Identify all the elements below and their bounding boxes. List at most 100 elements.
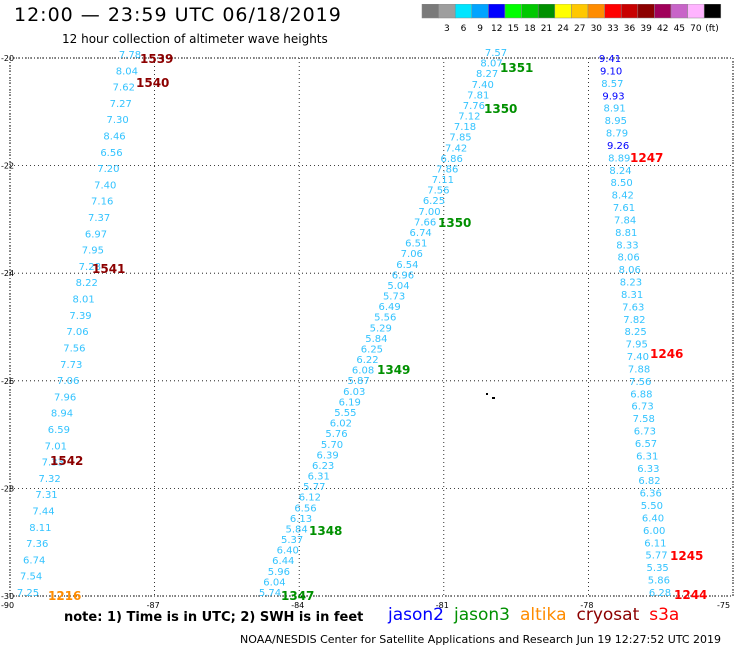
wave-height-value: 6.44 — [272, 556, 294, 567]
lon-label: -90 — [1, 601, 14, 610]
satellite-legend-cryosat: cryosat — [576, 605, 640, 625]
wave-height-value: 6.86 — [441, 154, 463, 165]
wave-height-value: 5.04 — [387, 281, 409, 292]
pass-time-label: 1540 — [136, 76, 169, 90]
wave-height-value: 7.85 — [449, 133, 471, 144]
wave-height-value: 6.12 — [299, 493, 321, 504]
wave-height-value: 7.84 — [614, 215, 636, 226]
wave-height-value: 5.29 — [370, 323, 392, 334]
wave-height-value: 8.06 — [617, 253, 639, 264]
lat-label: -30 — [1, 592, 14, 601]
wave-height-value: 8.22 — [76, 278, 98, 289]
wave-height-value: 5.73 — [383, 292, 405, 303]
wave-height-value: 5.96 — [268, 567, 290, 578]
wave-height-value: 6.31 — [308, 472, 330, 483]
wave-height-value: 6.13 — [290, 514, 312, 525]
wave-height-value: 7.40 — [472, 80, 494, 91]
pass-time-label: 1246 — [650, 347, 683, 361]
satellite-legend: jason2 jason3 altika cryosat s3a — [388, 605, 689, 625]
wave-height-value: 9.10 — [600, 66, 622, 77]
color-scale-legend: 3 6 9 12 15 18 21 24 27 30 33 36 39 42 45 70 (ft) — [421, 4, 722, 34]
wave-height-value: 7.78 — [119, 50, 141, 61]
wave-height-value: 8.46 — [103, 132, 125, 143]
wave-height-value: 7.25 — [17, 588, 39, 599]
wave-height-value: 8.81 — [615, 228, 637, 239]
lat-label: -26 — [1, 377, 14, 386]
wave-height-value: 5.55 — [334, 408, 356, 419]
wave-height-value: 8.11 — [29, 523, 51, 534]
wave-height-value: 6.82 — [638, 476, 660, 487]
wave-height-value: 6.23 — [312, 461, 334, 472]
wave-height-value: 7.88 — [628, 364, 650, 375]
wave-height-value: 7.18 — [454, 122, 476, 133]
wave-height-value: 5.74 — [259, 588, 281, 599]
wave-height-value: 8.04 — [116, 66, 138, 77]
pass-time-label: 1350 — [438, 216, 471, 230]
wave-height-value: 6.19 — [339, 397, 361, 408]
wave-height-value: 6.73 — [631, 402, 653, 413]
scale-unit: (ft) — [705, 24, 719, 34]
island-mark — [486, 393, 488, 395]
wave-height-value: 9.93 — [602, 91, 624, 102]
pass-time-label: 1244 — [674, 588, 707, 602]
wave-height-value: 7.36 — [26, 539, 48, 550]
pass-time-label: 1245 — [670, 549, 703, 563]
wave-height-value: 6.49 — [379, 302, 401, 313]
wave-height-value: 6.73 — [634, 427, 656, 438]
wave-height-value: 7.44 — [32, 506, 54, 517]
wave-height-value: 7.40 — [94, 180, 116, 191]
wave-height-value: 7.61 — [613, 203, 635, 214]
wave-height-value: 6.03 — [343, 387, 365, 398]
scale-label: 33 — [607, 24, 618, 34]
wave-height-value: 6.56 — [294, 503, 316, 514]
wave-height-value: 6.11 — [644, 538, 666, 549]
wave-height-value: 7.56 — [427, 186, 449, 197]
wave-height-value: 7.00 — [418, 207, 440, 218]
wave-height-value: 6.96 — [392, 270, 414, 281]
wave-height-value: 7.82 — [623, 315, 645, 326]
pass-time-label: 1351 — [500, 61, 533, 75]
lat-label: -20 — [1, 54, 14, 63]
scale-label: 27 — [574, 24, 585, 34]
page-subtitle: 12 hour collection of altimeter wave hei… — [62, 32, 328, 46]
wave-height-value: 6.51 — [405, 239, 427, 250]
satellite-legend-altika: altika — [520, 605, 567, 625]
wave-height-value: 7.86 — [436, 164, 458, 175]
wave-height-value: 6.54 — [396, 260, 418, 271]
note-text: note: 1) Time is in UTC; 2) SWH is in fe… — [64, 610, 364, 625]
page-title: 12:00 — 23:59 UTC 06/18/2019 — [14, 4, 342, 26]
wave-height-value: 8.50 — [610, 178, 632, 189]
pass-time-label: 1350 — [484, 102, 517, 116]
wave-height-value: 7.95 — [626, 340, 648, 351]
pass-time-label: 1216 — [48, 589, 81, 603]
satellite-legend-jason2: jason2 — [388, 605, 444, 625]
wave-height-value: 6.33 — [637, 464, 659, 475]
wave-height-value: 7.96 — [54, 392, 76, 403]
scale-label: 36 — [624, 24, 636, 34]
scale-swatch — [703, 4, 722, 19]
lon-label: -78 — [580, 601, 593, 610]
lat-label: -24 — [1, 269, 14, 278]
wave-height-value: 7.06 — [57, 376, 79, 387]
wave-height-value: 7.16 — [91, 197, 113, 208]
satellite-legend-s3a: s3a — [649, 605, 680, 625]
wave-height-value: 6.25 — [423, 196, 445, 207]
wave-height-value: 6.74 — [23, 555, 45, 566]
wave-height-value: 7.54 — [20, 572, 42, 583]
wave-height-value: 7.20 — [97, 164, 119, 175]
wave-height-value: 6.56 — [100, 148, 122, 159]
wave-height-value: 7.56 — [63, 343, 85, 354]
scale-label: 18 — [524, 24, 536, 34]
wave-height-value: 7.40 — [627, 352, 649, 363]
scale-label: 30 — [591, 24, 603, 34]
lon-label: -84 — [291, 601, 304, 610]
scale-label: 45 — [674, 24, 685, 34]
wave-height-value: 5.84 — [285, 524, 307, 535]
scale-label: 70 — [690, 24, 702, 34]
wave-height-value: 8.23 — [620, 278, 642, 289]
wave-height-value: 6.04 — [263, 577, 285, 588]
wave-height-value: 5.50 — [641, 501, 663, 512]
wave-height-value: 6.08 — [352, 366, 374, 377]
wave-height-value: 7.42 — [445, 143, 467, 154]
